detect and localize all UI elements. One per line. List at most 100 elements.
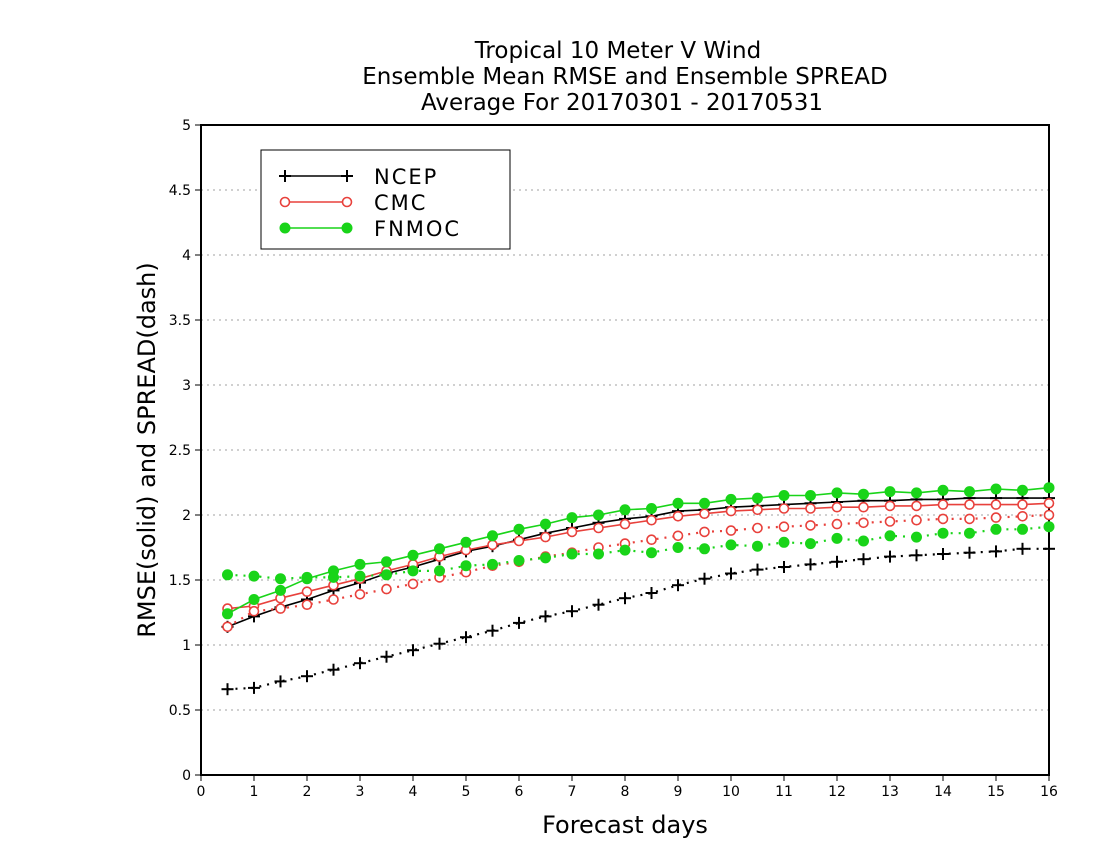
y-tick-label: 0.5 — [169, 703, 191, 719]
open-circle-marker — [672, 530, 684, 542]
open-circle-marker — [354, 588, 366, 600]
filled-circle-marker — [566, 512, 578, 524]
chart-title-line-1: Tropical 10 Meter V Wind — [474, 38, 761, 64]
fnmoc-spread-series — [222, 521, 1055, 585]
plus-marker — [804, 558, 817, 571]
open-circle-marker — [301, 586, 313, 598]
plus-marker — [460, 631, 472, 644]
y-tick-label: 1 — [182, 638, 191, 654]
cmc-spread-line — [226, 513, 1050, 628]
filled-circle-marker — [407, 549, 419, 561]
open-circle-marker — [725, 525, 737, 536]
open-circle-marker — [778, 503, 790, 514]
x-tick-label: 9 — [674, 784, 683, 800]
plus-marker — [274, 675, 287, 688]
filled-circle-marker — [752, 492, 763, 504]
plus-marker — [354, 657, 366, 670]
cmc-rmse-line — [227, 502, 1050, 610]
filled-circle-marker — [858, 535, 869, 547]
cmc-rmse-series — [222, 497, 1055, 614]
filled-circle-marker — [805, 538, 816, 550]
filled-circle-marker — [778, 490, 790, 501]
filled-circle-marker — [487, 558, 498, 570]
open-circle-marker — [566, 526, 578, 538]
y-tick-label: 0 — [182, 768, 191, 784]
plus-marker — [910, 549, 923, 562]
open-circle-marker — [619, 518, 631, 530]
filled-circle-marker — [990, 523, 1002, 535]
filled-circle-marker — [487, 530, 498, 542]
plus-marker — [725, 567, 737, 580]
open-circle-marker — [937, 499, 949, 510]
legend-entry-ncep: NCEP — [279, 165, 436, 189]
plus-marker — [831, 555, 843, 568]
y-tick-label: 4 — [182, 248, 191, 264]
plus-marker — [221, 683, 234, 696]
legend-label-cmc: CMC — [374, 191, 427, 215]
open-circle-marker — [805, 503, 816, 514]
open-circle-marker — [646, 514, 657, 526]
open-circle-marker — [593, 522, 604, 534]
filled-circle-marker — [884, 530, 896, 542]
cmc-spread-series — [222, 509, 1055, 633]
plus-marker — [301, 670, 313, 683]
open-circle-marker — [540, 531, 551, 543]
x-tick-label: 16 — [1040, 784, 1058, 800]
plus-marker — [672, 579, 684, 592]
plus-marker — [990, 545, 1002, 558]
open-circle-marker — [1043, 497, 1055, 509]
x-tick-label: 13 — [881, 784, 899, 800]
open-circle-marker — [1017, 510, 1028, 522]
plus-marker — [248, 681, 260, 694]
open-circle-marker — [884, 500, 896, 512]
open-circle-marker — [831, 501, 843, 513]
plus-marker — [592, 598, 605, 611]
x-tick-label: 6 — [515, 784, 524, 800]
open-circle-marker — [858, 517, 869, 529]
filled-circle-marker — [911, 531, 922, 543]
filled-circle-marker — [460, 536, 472, 548]
filled-circle-marker — [354, 558, 366, 570]
ncep-spread-series — [221, 542, 1055, 696]
plus-marker — [341, 170, 353, 182]
filled-circle-marker — [699, 497, 710, 509]
x-axis-label: Forecast days — [542, 811, 708, 839]
legend-entry-fnmoc: FNMOC — [279, 217, 461, 241]
filled-circle-marker — [752, 540, 763, 552]
filled-circle-marker — [381, 569, 392, 581]
legend-label-fnmoc: FNMOC — [374, 217, 461, 241]
legend-entry-cmc: CMC — [279, 191, 427, 215]
filled-circle-marker — [407, 565, 419, 577]
open-circle-marker — [752, 522, 763, 534]
filled-circle-marker — [248, 594, 260, 605]
y-tick-label: 4.5 — [169, 183, 191, 199]
x-tick-label: 0 — [197, 784, 206, 800]
filled-circle-marker — [593, 509, 604, 521]
y-axis-label: RMSE(solid) and SPREAD(dash) — [133, 262, 161, 638]
filled-circle-marker — [248, 570, 260, 582]
filled-circle-marker — [341, 222, 353, 234]
filled-circle-marker — [911, 487, 922, 499]
x-tick-label: 4 — [409, 784, 418, 800]
filled-circle-marker — [434, 543, 445, 555]
ncep-rmse-line — [227, 497, 1049, 628]
grid — [201, 189, 1049, 711]
plus-marker — [539, 610, 552, 623]
x-tick-label: 3 — [356, 784, 365, 800]
open-circle-marker — [699, 526, 710, 538]
plus-marker — [433, 637, 446, 650]
filled-circle-marker — [778, 536, 790, 548]
filled-circle-marker — [831, 487, 843, 499]
open-circle-marker — [725, 505, 737, 517]
axes: 00.511.522.533.544.550 1 2 3 4 5 6 7 8 9 10 11 12 13 1… — [169, 118, 1058, 800]
y-tick-label: 2.5 — [169, 443, 191, 459]
x-tick-label: 11 — [775, 784, 793, 800]
filled-circle-marker — [279, 222, 291, 234]
open-circle-marker — [964, 499, 975, 510]
x-tick-label: 8 — [621, 784, 630, 800]
plus-marker — [963, 546, 976, 559]
open-circle-marker — [911, 500, 922, 512]
open-circle-marker — [831, 518, 843, 530]
legend-box — [260, 149, 511, 250]
filled-circle-marker — [672, 497, 684, 509]
